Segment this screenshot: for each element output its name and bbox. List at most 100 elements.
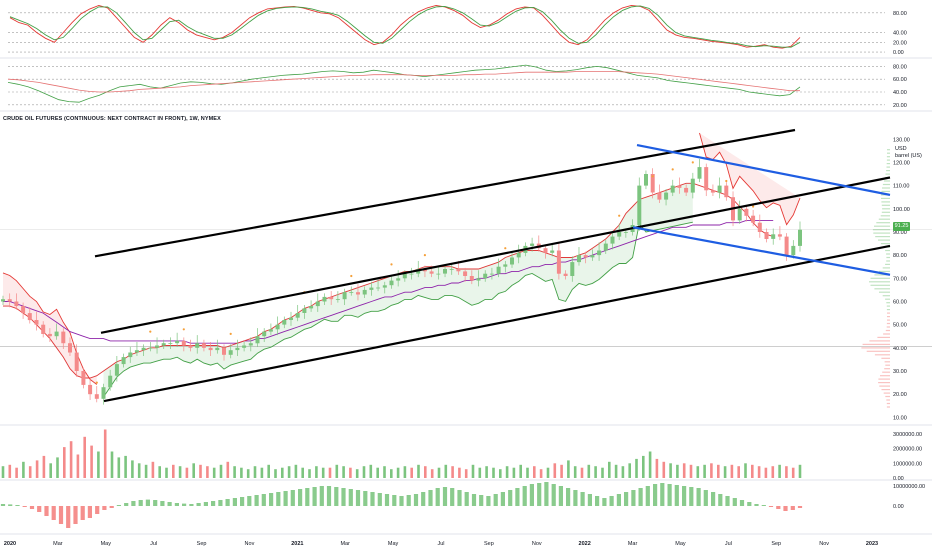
volume-bar [83, 436, 86, 478]
volume-bar [444, 464, 448, 478]
candle-body [88, 384, 93, 395]
candle-body [335, 299, 340, 300]
volume-bar [42, 455, 46, 478]
oscillator-bar [797, 506, 803, 508]
candle-body [181, 340, 186, 346]
volume-profile-bar [882, 371, 890, 373]
volume-profile-bar [885, 298, 890, 300]
volume-bar [710, 463, 713, 478]
volume-bar [778, 464, 781, 478]
volume-profile-bar [875, 236, 890, 238]
oscillator-bar [754, 504, 759, 506]
y-tick-label: 20.00 [893, 392, 907, 398]
candle-body [784, 236, 789, 256]
volume-bar [178, 466, 182, 478]
oscillator-bar [682, 486, 687, 506]
candle-body [590, 255, 595, 258]
candle-body [771, 234, 776, 239]
volume-bar [253, 466, 257, 478]
volume-bar [219, 464, 223, 478]
oscillator-bar [15, 505, 20, 506]
candle-body [315, 301, 320, 307]
volume-bar [158, 466, 161, 478]
candle-body [295, 313, 300, 318]
volume-profile-bar [861, 347, 890, 349]
candle-body [369, 287, 374, 290]
volume-bar [28, 466, 32, 478]
candle-body [101, 387, 106, 399]
volume-bar [567, 460, 570, 478]
volume-profile-bar [880, 215, 890, 217]
volume-bar [172, 464, 175, 478]
volume-bar [63, 447, 66, 478]
volume-profile-bar [881, 211, 890, 213]
volume-bar [451, 466, 454, 478]
volume-profile-bar [878, 239, 890, 241]
y-tick-label: 50.00 [893, 323, 907, 329]
volume-bar [15, 467, 18, 478]
volume-bar [362, 466, 366, 478]
channel-line-middle [100, 176, 891, 334]
volume-profile-bar [866, 350, 890, 352]
volume-bar [308, 469, 311, 478]
candle-body [764, 232, 769, 239]
volume-bar [240, 467, 243, 478]
oscillator-bar [87, 506, 92, 518]
oscillator-bar [363, 491, 368, 506]
volume-bar [492, 467, 495, 478]
oscillator-bar [660, 483, 665, 506]
candle-body [175, 340, 180, 344]
candle-body [14, 301, 19, 307]
candle-body [141, 347, 146, 351]
oscillator-bar [703, 490, 708, 506]
volume-bar [124, 455, 127, 478]
oscillator-bar [544, 482, 549, 506]
volume-bar [76, 454, 80, 478]
oscillator-bar [783, 506, 788, 511]
oscillator-bar [326, 486, 332, 506]
volume-profile-bar [882, 267, 890, 269]
volume-bar [601, 467, 604, 478]
volume-profile-bar [886, 253, 890, 255]
volume-bar [553, 463, 557, 478]
volume-bar [430, 469, 434, 478]
volume-profile-bar [881, 204, 890, 206]
candle-body [791, 245, 796, 256]
oscillator-bar [370, 492, 375, 506]
oscillator-bar [225, 499, 230, 506]
candle-body [275, 324, 280, 330]
candle-body [690, 178, 695, 193]
x-tick-label: May [101, 541, 112, 547]
volume-profile-bar [886, 163, 890, 165]
y-tick-label: 10000000.00 [893, 484, 925, 490]
candle-body [148, 347, 153, 349]
unit-measure: barrel (US) [895, 153, 922, 159]
volume-bar [49, 463, 52, 478]
candle-body [496, 266, 501, 274]
oscillator-bar [725, 496, 730, 506]
candle-body [27, 313, 32, 321]
oscillator-bar [428, 490, 433, 506]
oscillator-bar [174, 503, 179, 506]
volume-profile-bar [886, 159, 890, 161]
volume-profile-bar [887, 149, 890, 151]
volume-bar [8, 464, 12, 478]
oscillator-bar [0, 504, 6, 506]
volume-bar [737, 466, 740, 478]
candle-body [704, 167, 709, 191]
volume-profile-bar [870, 284, 890, 286]
volume-bar [798, 464, 802, 478]
supertrend-line [103, 221, 693, 398]
oscillator-bar [595, 496, 600, 506]
x-tick-label: Jul [725, 541, 732, 547]
x-tick-label: Mar [628, 541, 638, 547]
volume-profile-bar [880, 375, 890, 377]
candle-body [134, 350, 139, 353]
candle-body [356, 292, 360, 295]
candle-body [670, 185, 675, 193]
signal-dot [423, 254, 426, 257]
x-tick-label: 2022 [579, 541, 591, 547]
oscillator-bar [218, 500, 223, 506]
